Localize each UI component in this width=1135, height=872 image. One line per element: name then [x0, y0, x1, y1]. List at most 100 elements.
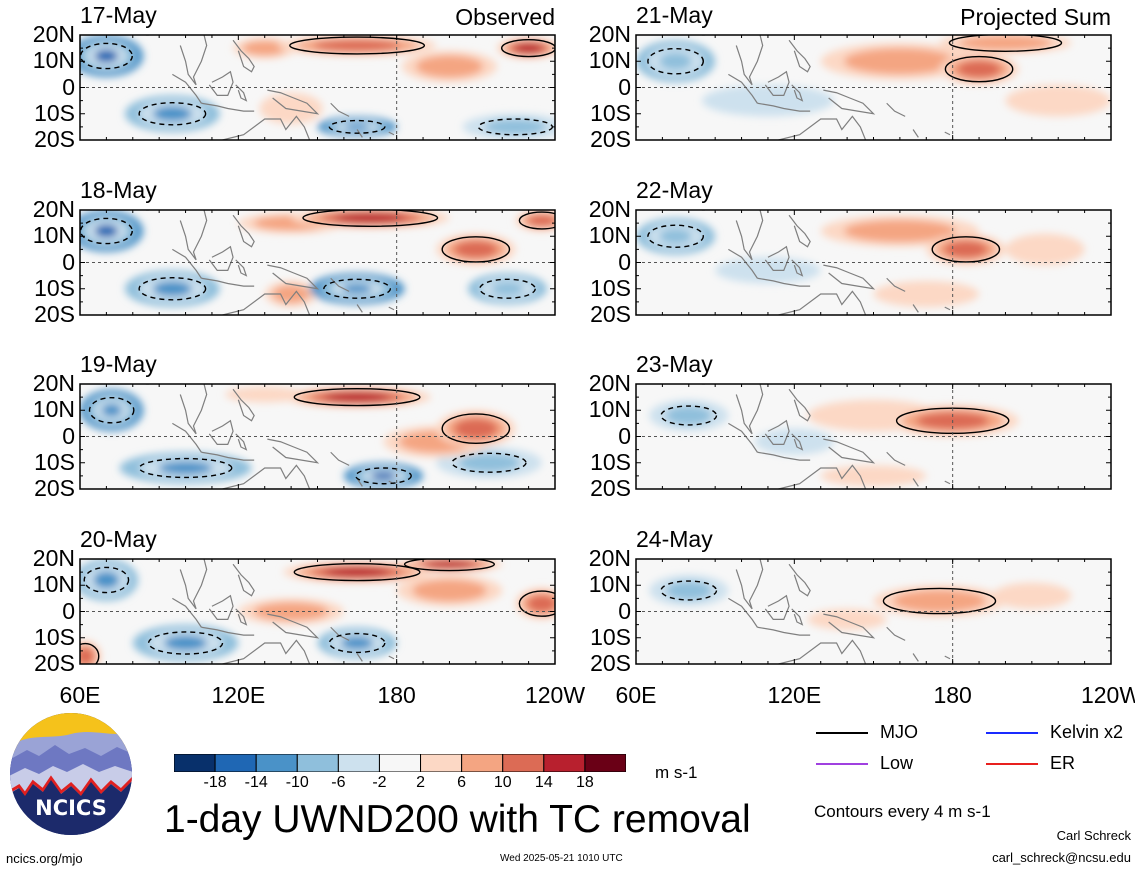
y-tick-label: 0	[62, 422, 75, 449]
y-tick-label: 10S	[590, 448, 631, 475]
mjo-contour-negative	[83, 566, 130, 594]
coastline	[791, 433, 804, 451]
column-title-0: Observed	[455, 4, 555, 30]
anomaly-band	[842, 469, 905, 482]
x-tick-label: 180	[933, 682, 972, 708]
map-panels	[79, 34, 1112, 665]
anomaly-band	[912, 594, 967, 608]
legend-label: Kelvin x2	[1050, 722, 1124, 742]
coastline	[886, 626, 906, 641]
coastline	[944, 131, 951, 136]
anomaly-band	[966, 64, 992, 75]
y-tick-label: 10S	[34, 623, 75, 650]
panel-date-19-May: 19-May	[80, 351, 157, 377]
mjo-contour-negative	[323, 278, 392, 299]
mjo-contour-positive	[948, 35, 1063, 52]
coastline	[235, 84, 248, 102]
panel-date-22-May: 22-May	[636, 177, 713, 203]
coastline	[232, 39, 255, 73]
website-link[interactable]: ncics.org/mjo	[6, 851, 83, 866]
coastline	[764, 419, 790, 445]
anomaly-band	[429, 60, 470, 73]
anomaly-band	[520, 45, 537, 52]
anomaly-band	[737, 262, 799, 279]
coastline	[791, 259, 804, 277]
anomaly-band	[94, 49, 119, 63]
y-tick-label: 20S	[590, 126, 631, 152]
panel-21-May	[635, 34, 1112, 141]
coastline	[179, 210, 208, 261]
anomaly-band	[80, 651, 91, 662]
coastline	[788, 388, 811, 422]
panel-date-23-May: 23-May	[636, 351, 713, 377]
coastline	[179, 35, 208, 86]
legend-label: ER	[1050, 753, 1076, 773]
colorbar-tick-label: -10	[285, 774, 309, 791]
coastline	[823, 438, 876, 464]
y-tick-label: 10S	[34, 448, 75, 475]
coastline	[145, 210, 150, 211]
y-tick-label: 10N	[588, 396, 631, 423]
panel-date-21-May: 21-May	[636, 2, 713, 28]
x-tick-label: 60E	[59, 682, 101, 708]
coastline	[145, 35, 150, 36]
ticks	[635, 383, 1112, 490]
anomaly-band	[978, 38, 1033, 48]
coastline	[330, 277, 350, 292]
coastline	[267, 264, 320, 290]
coastline	[778, 464, 867, 489]
colorbar-bin	[174, 754, 216, 772]
mjo-contour-negative	[328, 632, 386, 654]
coastline	[764, 594, 790, 620]
panel-23-May	[635, 383, 1112, 490]
y-tick-label: 20S	[34, 475, 75, 501]
coastline	[778, 290, 867, 315]
coastline	[701, 384, 706, 385]
anomaly-band	[771, 434, 818, 450]
anomaly-band	[533, 217, 551, 224]
coastline	[791, 608, 804, 626]
anomaly-band	[251, 43, 278, 53]
coastline	[179, 384, 208, 435]
coastline	[757, 277, 811, 287]
coastline	[267, 613, 320, 639]
coastlines	[701, 384, 951, 489]
colorbar-tick-label: -2	[372, 774, 387, 791]
panel-19-May	[79, 383, 556, 490]
colorbar-bin	[337, 754, 380, 772]
coastline	[788, 563, 811, 597]
ticks	[635, 209, 1112, 316]
anomaly-band	[1021, 240, 1069, 259]
coastlines	[701, 559, 951, 664]
colorbar	[174, 754, 626, 772]
coastlines	[145, 384, 395, 489]
mjo-contour-negative	[88, 396, 135, 424]
mjo-contour-negative	[660, 580, 718, 601]
coastline	[886, 451, 906, 466]
colorbar-bin	[255, 754, 298, 772]
mjo-contour-positive	[501, 39, 555, 58]
anomaly-band	[665, 581, 712, 600]
mjo-contour-positive	[293, 388, 421, 407]
coastline	[356, 304, 363, 313]
coastline	[757, 451, 811, 461]
colorbar-bin	[461, 754, 504, 772]
y-tick-label: 20S	[34, 650, 75, 676]
coastline	[232, 563, 255, 597]
y-tick-label: 20N	[32, 545, 75, 571]
anomaly-band	[659, 52, 692, 70]
colorbar-bin	[214, 754, 257, 772]
y-tick-label: 20S	[34, 126, 75, 152]
coastline	[823, 264, 876, 290]
anomaly-band	[337, 569, 377, 576]
y-tick-label: 10N	[32, 47, 75, 74]
anomaly-band	[341, 283, 373, 294]
mjo-contour-negative	[138, 457, 233, 479]
y-tick-label: 20S	[590, 650, 631, 676]
anomaly-band	[729, 91, 807, 110]
colorbar-tick-label: -6	[331, 774, 346, 791]
coastline	[235, 608, 248, 626]
coastline	[778, 639, 867, 664]
coastlines	[145, 559, 395, 664]
mjo-contour-positive	[882, 587, 997, 615]
